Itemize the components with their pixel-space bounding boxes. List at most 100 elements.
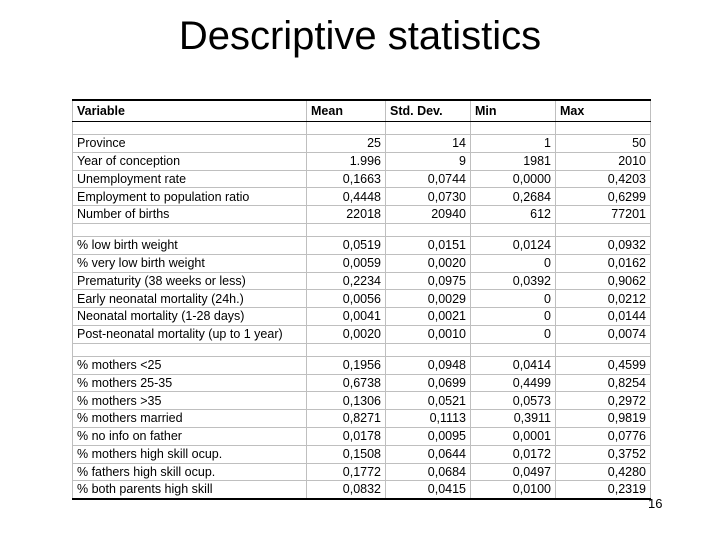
variable-cell: Prematurity (38 weeks or less) — [72, 271, 307, 291]
variable-cell: % very low birth weight — [72, 253, 307, 273]
descriptive-statistics-table: Variable Mean Std. Dev. Min Max Province 25 14… — [72, 99, 651, 501]
value-cell: 0,0519 — [306, 235, 386, 255]
value-cell: 0,4280 — [555, 462, 651, 482]
value-cell: 0,8271 — [306, 409, 386, 428]
value-cell: 2010 — [555, 151, 651, 171]
spacer-cell — [72, 121, 307, 135]
variable-cell: % mothers 25-35 — [72, 373, 307, 393]
value-cell: 20940 — [385, 205, 471, 224]
table-row: % mothers >35 0,1306 0,0521 0,0573 0,2972 — [72, 391, 651, 411]
value-cell: 0,0212 — [555, 289, 651, 309]
value-cell: 0,0644 — [385, 444, 471, 464]
value-cell: 0,0744 — [385, 169, 471, 189]
value-cell: 0,0020 — [306, 324, 386, 344]
value-cell: 0,0172 — [470, 444, 556, 464]
header-row: Variable Mean Std. Dev. Min Max — [72, 99, 651, 122]
value-cell: 0,0776 — [555, 426, 651, 446]
table-row: % both parents high skill 0,0832 0,0415 0,0… — [72, 480, 651, 500]
spacer-cell — [470, 222, 556, 237]
value-cell: 0,1772 — [306, 462, 386, 482]
value-cell: 0,1956 — [306, 355, 386, 375]
spacer-cell — [555, 121, 651, 135]
value-cell: 0,0178 — [306, 426, 386, 446]
spacer-cell — [385, 121, 471, 135]
table-row: % no info on father 0,0178 0,0095 0,0001 0,0… — [72, 426, 651, 446]
value-cell: 0,0415 — [385, 480, 471, 500]
value-cell: 0,0100 — [470, 480, 556, 500]
spacer-cell — [306, 121, 386, 135]
table-row: % fathers high skill ocup. 0,1772 0,0684 0,… — [72, 462, 651, 482]
spacer-cell — [72, 222, 307, 237]
variable-cell: Early neonatal mortality (24h.) — [72, 289, 307, 309]
column-header-std-dev: Std. Dev. — [385, 99, 471, 122]
value-cell: 0,0497 — [470, 462, 556, 482]
value-cell: 0,0684 — [385, 462, 471, 482]
value-cell: 0,0001 — [470, 426, 556, 446]
spacer-cell — [385, 222, 471, 237]
value-cell: 0,0144 — [555, 307, 651, 326]
value-cell: 77201 — [555, 205, 651, 224]
table-row: Province 25 14 1 50 — [72, 134, 651, 153]
value-cell: 0,0041 — [306, 307, 386, 326]
value-cell: 0,0074 — [555, 324, 651, 344]
spacer-cell — [555, 222, 651, 237]
variable-cell: % fathers high skill ocup. — [72, 462, 307, 482]
table-row: Number of births 22018 20940 612 77201 — [72, 205, 651, 224]
value-cell: 0,0056 — [306, 289, 386, 309]
table-body: Province 25 14 1 50 Year of conception 1.996 9 1… — [72, 121, 651, 500]
table-row: Prematurity (38 weeks or less) 0,2234 0,09… — [72, 271, 651, 291]
spacer-cell — [385, 342, 471, 357]
table-row: % mothers <25 0,1956 0,0948 0,0414 0,4599 — [72, 355, 651, 375]
variable-cell: % low birth weight — [72, 235, 307, 255]
value-cell: 0,0948 — [385, 355, 471, 375]
value-cell: 9 — [385, 151, 471, 171]
variable-cell: % mothers high skill ocup. — [72, 444, 307, 464]
value-cell: 1.996 — [306, 151, 386, 171]
value-cell: 0,0414 — [470, 355, 556, 375]
table-row: Unemployment rate 0,1663 0,0744 0,0000 0,420… — [72, 169, 651, 189]
value-cell: 0 — [470, 289, 556, 309]
value-cell: 0,0059 — [306, 253, 386, 273]
variable-cell: Year of conception — [72, 151, 307, 171]
value-cell: 0,4203 — [555, 169, 651, 189]
value-cell: 0 — [470, 307, 556, 326]
value-cell: 0,9062 — [555, 271, 651, 291]
table-row: Post-neonatal mortality (up to 1 year) 0,… — [72, 324, 651, 344]
variable-cell: Province — [72, 134, 307, 153]
spacer-row — [72, 342, 651, 357]
table-row: % mothers high skill ocup. 0,1508 0,0644 0,… — [72, 444, 651, 464]
value-cell: 0,0832 — [306, 480, 386, 500]
table-row: % mothers 25-35 0,6738 0,0699 0,4499 0,8254 — [72, 373, 651, 393]
spacer-row — [72, 222, 651, 237]
value-cell: 0,2684 — [470, 187, 556, 207]
value-cell: 0,0392 — [470, 271, 556, 291]
spacer-cell — [470, 121, 556, 135]
spacer-cell — [555, 342, 651, 357]
variable-cell: % mothers >35 — [72, 391, 307, 411]
value-cell: 0,0975 — [385, 271, 471, 291]
value-cell: 1981 — [470, 151, 556, 171]
value-cell: 1 — [470, 134, 556, 153]
variable-cell: Unemployment rate — [72, 169, 307, 189]
variable-cell: Employment to population ratio — [72, 187, 307, 207]
spacer-cell — [306, 222, 386, 237]
value-cell: 612 — [470, 205, 556, 224]
table-row: Neonatal mortality (1-28 days) 0,0041 0,00… — [72, 307, 651, 326]
value-cell: 0 — [470, 324, 556, 344]
spacer-cell — [470, 342, 556, 357]
value-cell: 0,6299 — [555, 187, 651, 207]
value-cell: 0,1113 — [385, 409, 471, 428]
value-cell: 0,0000 — [470, 169, 556, 189]
value-cell: 0,8254 — [555, 373, 651, 393]
value-cell: 14 — [385, 134, 471, 153]
spacer-cell — [306, 342, 386, 357]
table-header: Variable Mean Std. Dev. Min Max — [72, 99, 651, 122]
column-header-variable: Variable — [72, 99, 307, 122]
table-row: Early neonatal mortality (24h.) 0,0056 0,0… — [72, 289, 651, 309]
value-cell: 0,4499 — [470, 373, 556, 393]
variable-cell: % both parents high skill — [72, 480, 307, 500]
value-cell: 0,1508 — [306, 444, 386, 464]
value-cell: 0,0010 — [385, 324, 471, 344]
variable-cell: Neonatal mortality (1-28 days) — [72, 307, 307, 326]
value-cell: 0,1663 — [306, 169, 386, 189]
